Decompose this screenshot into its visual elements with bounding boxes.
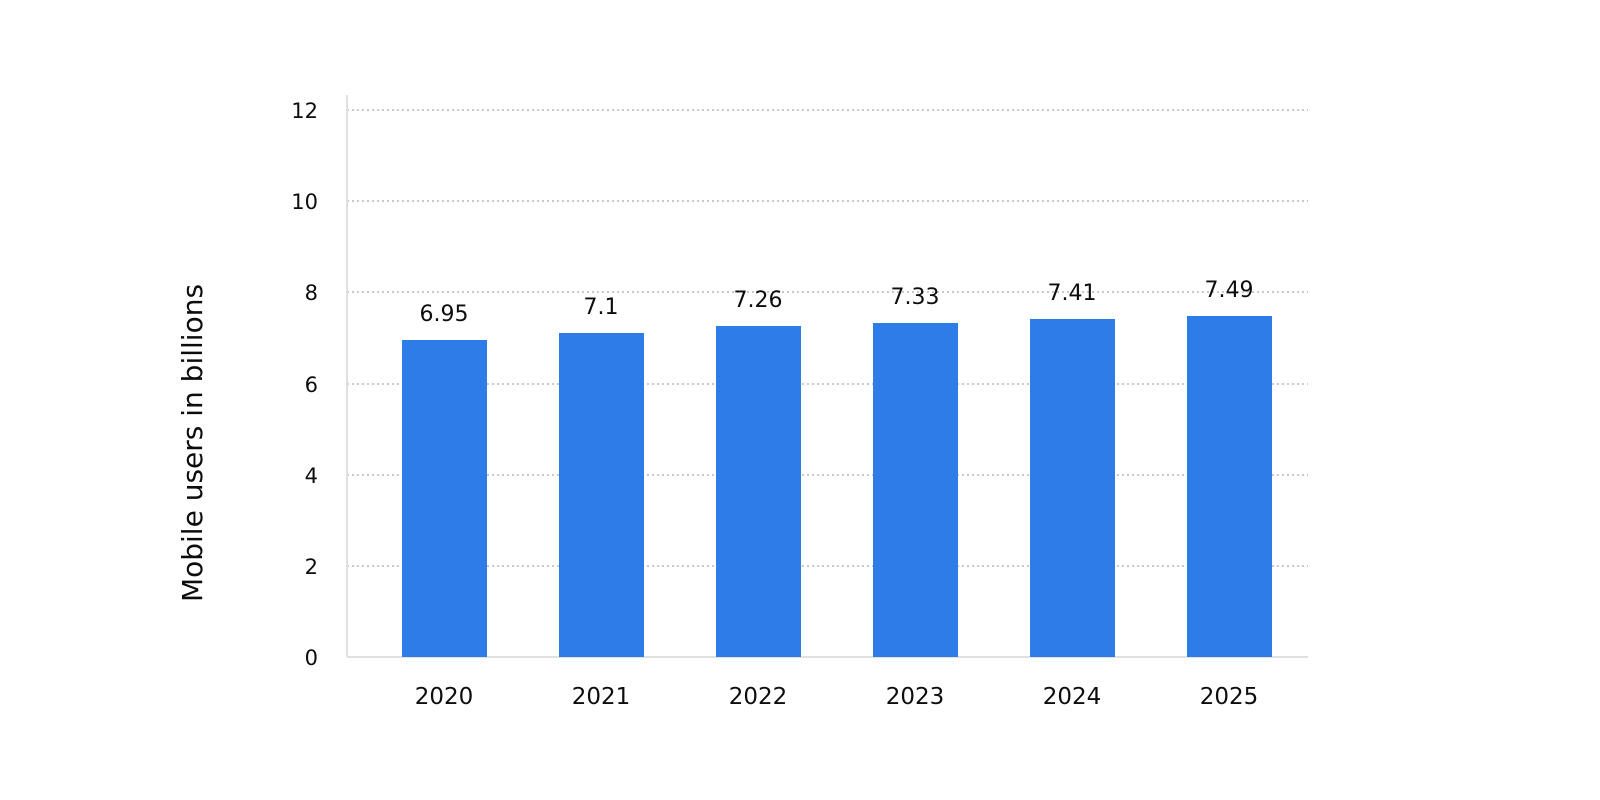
bar-value-label: 6.95 [419, 302, 469, 328]
gridline [347, 200, 1308, 203]
gridline [347, 109, 1308, 111]
bar-value-label: 7.41 [1047, 281, 1097, 307]
bar-2022 [715, 326, 801, 657]
bar-2024 [1029, 319, 1115, 657]
x-tick-label: 2025 [1199, 684, 1259, 710]
y-tick-label: 8 [304, 281, 318, 306]
bar-value-label: 7.26 [733, 288, 783, 314]
x-axis-line [347, 656, 1308, 658]
gridline [347, 473, 1308, 476]
x-tick-label: 2021 [571, 684, 631, 710]
bar-value-label: 7.33 [890, 284, 940, 310]
y-tick-label: 10 [291, 190, 318, 215]
x-tick-label: 2020 [414, 684, 474, 710]
bar-value-label: 7.1 [583, 295, 619, 321]
bar-2020 [401, 340, 487, 657]
gridline [347, 291, 1308, 294]
x-tick-label: 2023 [885, 684, 945, 710]
y-axis-title: Mobile users in billions [176, 283, 209, 603]
bar-2021 [558, 333, 644, 657]
y-tick-label: 6 [304, 372, 318, 397]
x-tick-label: 2024 [1042, 684, 1102, 710]
bar-2025 [1186, 315, 1272, 657]
y-tick-label: 4 [304, 463, 318, 488]
bar-value-label: 7.49 [1204, 277, 1254, 303]
gridline [347, 382, 1308, 385]
gridline [347, 564, 1308, 567]
bar-2023 [872, 322, 958, 657]
y-axis-line [346, 95, 348, 657]
y-tick-label: 0 [304, 646, 318, 670]
y-tick-label: 12 [291, 99, 318, 123]
y-tick-label: 2 [304, 554, 318, 579]
x-tick-label: 2022 [728, 684, 788, 710]
